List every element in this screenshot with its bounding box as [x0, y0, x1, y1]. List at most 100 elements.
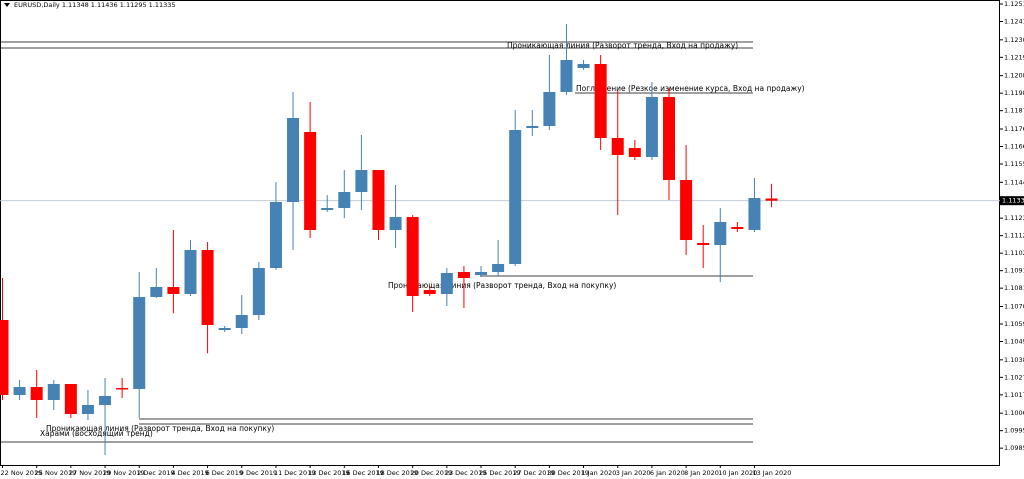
- y-tick-label: 1.10490: [1004, 338, 1024, 346]
- y-tick-label: 1.12515: [1004, 0, 1024, 8]
- x-tick-label: 9 Dec 2019: [240, 469, 277, 477]
- candle-body: [304, 132, 317, 230]
- y-tick-label: 1.10595: [1004, 320, 1024, 328]
- candle-body: [167, 287, 180, 294]
- y-tick-label: 1.12085: [1004, 72, 1024, 80]
- chart-title: EURUSD,Daily 1.11348 1.11436 1.11295 1.1…: [14, 1, 176, 9]
- x-tick-label: 2 Dec 2019: [137, 469, 174, 477]
- candle-body: [423, 290, 436, 294]
- x-tick-label: 18 Dec 2019: [376, 469, 418, 477]
- candle-body: [457, 272, 470, 278]
- x-tick-label: 8 Jan 2020: [684, 469, 719, 477]
- y-tick-label: 1.11980: [1004, 89, 1024, 97]
- candle-body: [680, 180, 693, 240]
- x-tick-label: 3 Jan 2020: [616, 469, 651, 477]
- x-tick-label: 1 Jan 2020: [582, 469, 617, 477]
- y-tick-label: 1.11875: [1004, 107, 1024, 115]
- y-tick-label: 1.10700: [1004, 303, 1024, 311]
- candle-body: [440, 273, 453, 294]
- candle-body: [748, 198, 761, 230]
- y-tick-label: 1.11445: [1004, 178, 1024, 186]
- candle-body: [577, 64, 590, 68]
- candle-body: [406, 217, 419, 296]
- candle-body: [765, 198, 778, 201]
- candle-body: [526, 126, 539, 128]
- price-label-box: [1000, 196, 1024, 206]
- candle-body: [697, 243, 710, 245]
- y-tick-label: 1.10060: [1004, 409, 1024, 417]
- x-tick-label: 6 Jan 2020: [650, 469, 685, 477]
- y-tick-label: 1.12195: [1004, 53, 1024, 61]
- candle-body: [645, 97, 658, 157]
- candle-body: [201, 250, 214, 325]
- candle-body: [99, 396, 112, 405]
- x-tick-label: 10 Jan 2020: [718, 469, 757, 477]
- menu-arrow[interactable]: [4, 3, 10, 7]
- candle-body: [252, 268, 265, 315]
- candle-body: [47, 384, 60, 400]
- x-tick-label: 27 Dec 2019: [513, 469, 555, 477]
- y-tick-label: 1.11765: [1004, 125, 1024, 133]
- y-tick-label: 1.11555: [1004, 160, 1024, 168]
- x-tick-label: 29 Nov 2019: [103, 469, 145, 477]
- candle-body: [389, 217, 402, 230]
- candle-body: [628, 148, 641, 157]
- candle-body: [475, 272, 488, 275]
- x-tick-label: 16 Dec 2019: [342, 469, 384, 477]
- x-tick-label: 25 Dec 2019: [479, 469, 521, 477]
- candle-body: [372, 170, 385, 230]
- y-tick-label: 1.09955: [1004, 427, 1024, 435]
- x-tick-label: 23 Dec 2019: [445, 469, 487, 477]
- candle-body: [338, 192, 351, 208]
- y-tick-label: 1.11125: [1004, 232, 1024, 240]
- y-tick-label: 1.12300: [1004, 36, 1024, 44]
- candle-body: [321, 208, 334, 210]
- candle-body: [663, 97, 676, 180]
- candle-body: [235, 315, 248, 328]
- x-tick-label: 20 Dec 2019: [411, 469, 453, 477]
- y-tick-label: 1.10275: [1004, 373, 1024, 381]
- candle-body: [611, 138, 624, 155]
- candle-body: [287, 118, 300, 202]
- candle-body: [509, 130, 522, 264]
- current-price-label: 1.11335: [1002, 197, 1024, 205]
- candle-body: [714, 222, 727, 245]
- x-tick-label: 25 Nov 2019: [35, 469, 77, 477]
- candle-body: [133, 297, 146, 389]
- candle-body: [218, 328, 231, 330]
- x-tick-label: 22 Nov 2019: [1, 469, 43, 477]
- x-tick-label: 6 Dec 2019: [206, 469, 243, 477]
- candle-body: [560, 60, 573, 92]
- y-tick-label: 1.11020: [1004, 249, 1024, 257]
- y-tick-label: 1.10915: [1004, 267, 1024, 275]
- candle-body: [30, 387, 43, 400]
- x-tick-label: 4 Dec 2019: [171, 469, 208, 477]
- candle-body: [731, 227, 744, 229]
- candle-body: [184, 250, 197, 294]
- x-tick-label: 13 Dec 2019: [308, 469, 350, 477]
- y-tick-label: 1.12410: [1004, 18, 1024, 26]
- pattern-label: Харами (восходящий тренд): [40, 429, 153, 438]
- y-tick-label: 1.11660: [1004, 143, 1024, 151]
- x-tick-label: 30 Dec 2019: [547, 469, 589, 477]
- candle-body: [81, 405, 94, 414]
- x-tick-label: 27 Nov 2019: [69, 469, 111, 477]
- candle-body: [355, 170, 368, 192]
- y-tick-label: 1.10380: [1004, 356, 1024, 364]
- x-tick-label: 13 Jan 2020: [752, 469, 791, 477]
- pattern-label: Проникающая линия (Разворот тренда, Вход…: [507, 41, 738, 50]
- y-tick-label: 1.11230: [1004, 214, 1024, 222]
- candle-body: [13, 387, 26, 395]
- plot-frame: [0, 0, 1000, 466]
- pattern-label: Поглощение (Резкое изменение курса, Вход…: [576, 84, 805, 93]
- candle-body: [269, 202, 282, 268]
- candle-body: [64, 384, 77, 414]
- pattern-label: Проникающая линия (Разворот тренда, Вход…: [388, 281, 616, 290]
- candle-body: [150, 287, 163, 297]
- x-tick-label: 11 Dec 2019: [274, 469, 316, 477]
- candle-body: [594, 64, 607, 138]
- y-tick-label: 1.10170: [1004, 391, 1024, 399]
- pattern-label: Проникающая линия (Разворот тренда, Вход…: [46, 424, 274, 433]
